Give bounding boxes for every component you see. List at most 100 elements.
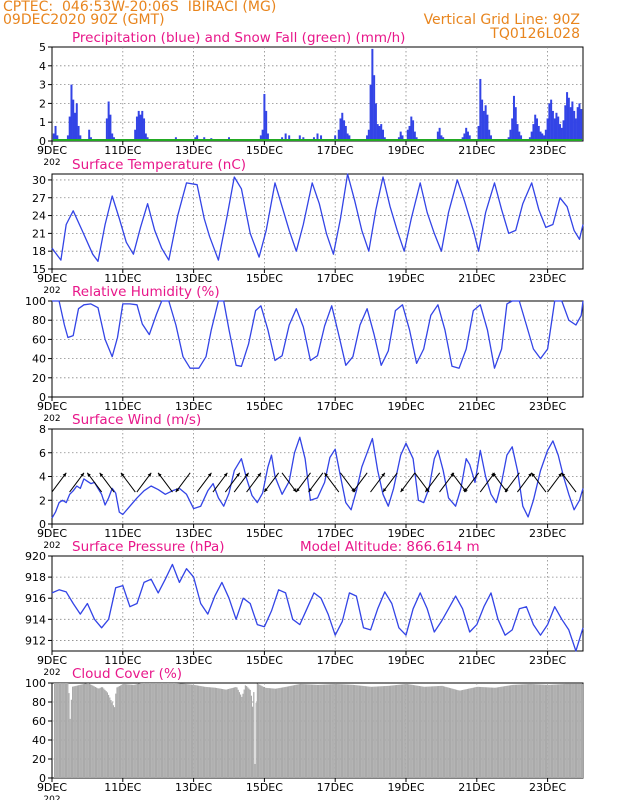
wind-arrow-head: [492, 472, 497, 477]
cloud-bar: [291, 685, 293, 778]
cloud-bar: [247, 687, 249, 778]
precip-bar: [381, 129, 384, 141]
cloud-bar: [271, 688, 273, 778]
cloud-bar: [205, 686, 207, 778]
cloud-bar: [105, 691, 107, 778]
precip-bar: [137, 110, 140, 141]
x-year-label: 202: [43, 158, 60, 168]
cloud-bar: [298, 684, 300, 778]
cloud-bar: [177, 683, 179, 778]
cloud-bar: [368, 686, 370, 778]
cloud-bar: [350, 684, 352, 778]
x-year-label: 202: [43, 286, 60, 296]
precip-bar: [284, 133, 287, 141]
cloud-bar: [255, 702, 257, 778]
cloud-bar: [393, 685, 395, 778]
precip-bar: [70, 84, 73, 141]
y-tick-label: 60: [32, 715, 46, 728]
cloud-bar: [218, 688, 220, 778]
precip-bar: [376, 124, 379, 141]
cloud-bar: [284, 687, 286, 778]
cloud-bar: [226, 689, 228, 778]
cloud-bar: [86, 683, 88, 778]
cloud-bar: [458, 690, 460, 778]
wind-arrow: [352, 472, 368, 493]
precip-bar: [532, 124, 535, 141]
cloud-bar: [482, 687, 484, 778]
wind-arrow-head: [505, 488, 509, 493]
cloud-bar: [320, 684, 322, 778]
y-tick-label: 0: [39, 391, 46, 404]
wind-arrow: [531, 472, 547, 493]
cloud-bar: [56, 683, 58, 778]
cloud-bar: [128, 684, 130, 778]
cloud-bar: [348, 684, 350, 778]
panel-rh: 0 20 40 60 80 100 9DEC 11DEC 13DEC 15DEC 17DEC 19DE…: [25, 284, 584, 424]
cloud-bar: [487, 687, 489, 778]
cloud-bar: [391, 685, 393, 778]
series-line-temp: [51, 173, 584, 262]
wind-arrow-head: [120, 472, 125, 477]
cloud-bar: [364, 686, 366, 778]
cloud-bar: [360, 685, 362, 778]
cloud-bar: [175, 683, 177, 778]
cloud-bar: [78, 685, 80, 778]
cloud-bar: [463, 689, 465, 778]
cloud-bar: [312, 684, 314, 778]
cloud-bar: [259, 684, 261, 778]
cloud-bar: [534, 684, 536, 778]
precip-bar: [482, 110, 485, 141]
precip-bar: [484, 105, 487, 141]
x-tick-label: 15DEC: [246, 272, 283, 285]
cloud-bar: [573, 683, 575, 778]
precip-bar: [412, 120, 415, 141]
y-tick-label: 4: [39, 60, 46, 73]
wind-arrow: [281, 472, 297, 493]
cloud-bar: [490, 687, 492, 778]
cloud-bar: [450, 688, 452, 778]
panel-precip: 0 1 2 3 4 5 9DEC 11DEC 13DEC 15DEC 17DEC 19DEC 21DEC…: [37, 30, 584, 168]
panel-temp: 15 18 21 24 27 30 9DEC 11DEC 13DEC 15DEC 17DEC 19DE…: [32, 157, 584, 296]
precip-bar: [535, 118, 538, 141]
cloud-bar: [115, 693, 117, 778]
panel-frame: [51, 173, 584, 270]
cloud-bar: [422, 686, 424, 778]
cloud-bar: [57, 683, 59, 778]
cloud-bar: [162, 683, 164, 778]
cloud-bar: [224, 689, 226, 778]
precip-bar: [520, 135, 523, 141]
precip-bar: [68, 116, 71, 141]
cloud-bar: [578, 683, 580, 778]
grid-line-note: Vertical Grid Line: 90Z: [423, 12, 580, 28]
wind-arrow: [224, 472, 241, 493]
cloud-bar: [366, 686, 368, 778]
cloud-bar: [496, 687, 498, 778]
precip-bar: [66, 135, 69, 141]
panel-title-rh: Relative Humidity (%): [72, 284, 220, 300]
x-tick-label: 11DEC: [104, 654, 141, 667]
cloud-bar: [290, 685, 292, 778]
x-tick-label: 21DEC: [458, 527, 495, 540]
y-tick-label: 2: [39, 494, 46, 507]
wind-arrow: [69, 472, 85, 493]
x-tick-label: 15DEC: [246, 144, 283, 157]
wind-arrow-head: [324, 472, 329, 477]
precip-bar: [537, 125, 540, 141]
precip-bar: [553, 118, 556, 141]
cloud-bar: [204, 686, 206, 778]
cloud-bar: [400, 684, 402, 778]
cloud-bar: [190, 684, 192, 778]
cloud-bar: [228, 688, 230, 778]
wind-arrow-head: [561, 472, 566, 477]
precip-bar: [105, 118, 108, 141]
cloud-bar: [480, 686, 482, 778]
cloud-bar: [572, 683, 574, 778]
precip-bar: [468, 135, 471, 141]
y-tick-label: 6: [39, 447, 46, 460]
cloud-bar: [441, 685, 443, 778]
precip-bar: [548, 103, 551, 141]
cloud-bar: [453, 689, 455, 778]
cloud-bar: [106, 692, 108, 778]
cloud-bar: [530, 683, 532, 778]
cloud-bar: [382, 686, 384, 778]
